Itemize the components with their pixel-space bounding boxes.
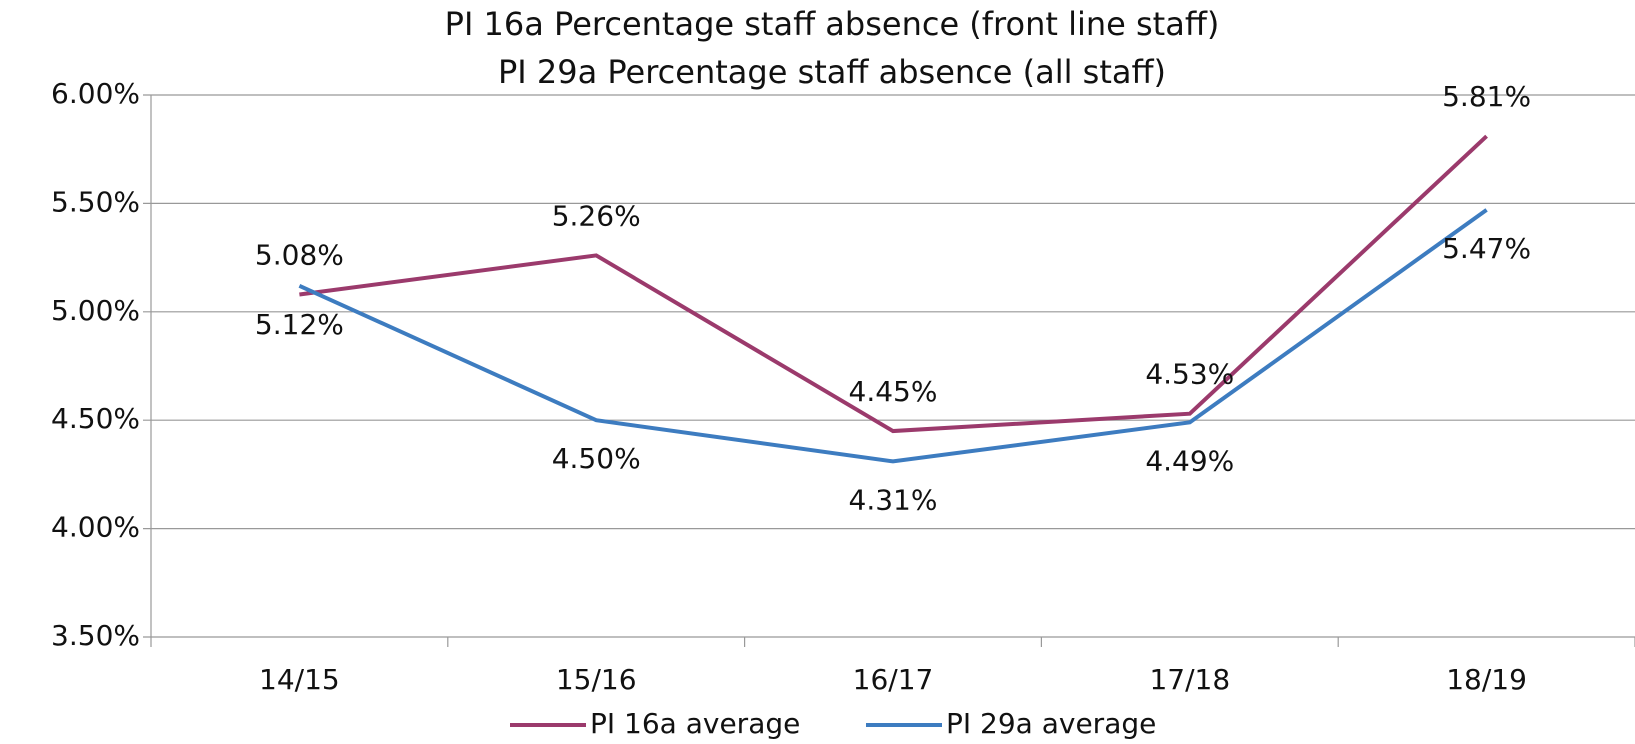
data-label: 5.47% — [1442, 232, 1531, 265]
x-tick-label: 17/18 — [1149, 663, 1230, 696]
data-label: 5.08% — [255, 238, 344, 271]
chart-title: PI 16a Percentage staff absence (front l… — [445, 5, 1220, 43]
data-label: 5.26% — [552, 199, 641, 232]
legend-label: PI 16a average — [590, 707, 800, 740]
y-tick-label: 4.50% — [51, 402, 140, 435]
x-tick-label: 15/16 — [556, 663, 637, 696]
data-label: 4.53% — [1145, 358, 1234, 391]
chart-subtitle: PI 29a Percentage staff absence (all sta… — [498, 53, 1166, 91]
y-tick-label: 4.00% — [51, 511, 140, 544]
data-label: 4.49% — [1145, 444, 1234, 477]
x-tick-label: 16/17 — [853, 663, 934, 696]
data-label: 4.50% — [552, 442, 641, 475]
x-tick-label: 14/15 — [259, 663, 340, 696]
series-line — [299, 134, 1488, 434]
x-tick-label: 18/19 — [1446, 663, 1527, 696]
data-label: 5.12% — [255, 308, 344, 341]
series-line — [298, 208, 1488, 464]
y-tick-label: 3.50% — [51, 619, 140, 652]
data-label: 4.31% — [849, 483, 938, 516]
data-label: 4.45% — [849, 375, 938, 408]
data-label: 5.81% — [1442, 80, 1531, 113]
y-tick-label: 5.50% — [51, 185, 140, 218]
y-tick-label: 5.00% — [51, 294, 140, 327]
legend-label: PI 29a average — [946, 707, 1156, 740]
y-tick-label: 6.00% — [51, 77, 140, 110]
